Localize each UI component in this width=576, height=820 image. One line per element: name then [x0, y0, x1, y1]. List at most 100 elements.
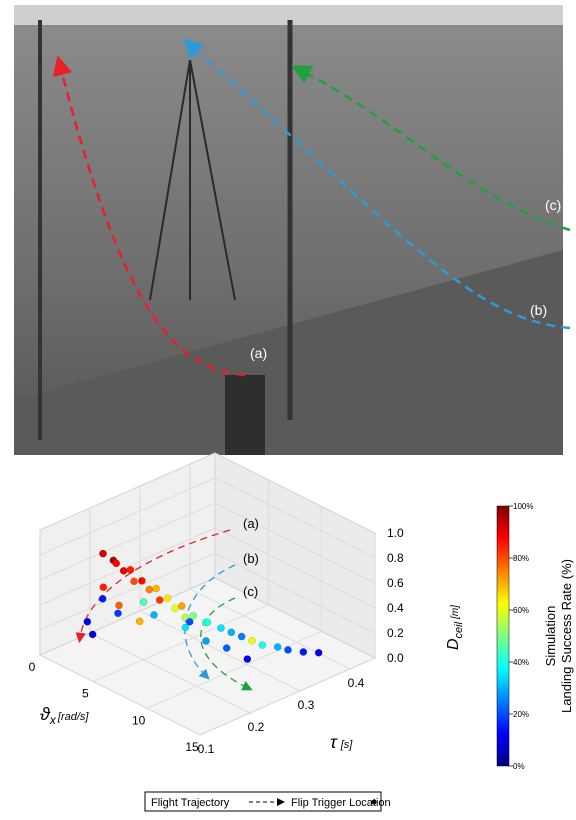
colorbar-tick-label: 100% — [513, 502, 533, 511]
point — [114, 609, 122, 618]
point — [115, 601, 123, 610]
point — [177, 602, 186, 610]
point — [181, 623, 190, 632]
grid-line — [146, 630, 322, 709]
point — [152, 584, 160, 593]
point — [155, 596, 164, 604]
x-label-sub: x — [49, 713, 57, 727]
grid-line — [39, 577, 216, 656]
x-tick-label: 0 — [29, 660, 36, 674]
y-tick-label: 0.4 — [348, 676, 365, 690]
y-label-symbol: τ — [330, 732, 338, 752]
x-tick-label: 5 — [82, 687, 89, 701]
point — [237, 632, 246, 641]
point — [299, 648, 308, 656]
point — [171, 604, 179, 613]
z-tick-label: 0.8 — [387, 551, 404, 565]
grid-line — [89, 632, 251, 714]
point — [139, 598, 148, 606]
grid-line — [39, 452, 216, 531]
z-label-symbol: D — [445, 638, 462, 650]
point — [88, 630, 97, 639]
colorbar — [496, 505, 510, 767]
point — [185, 617, 194, 626]
photo-label: (b) — [530, 302, 547, 318]
z-tick-label: 0.4 — [387, 601, 404, 615]
y-tick-label: 0.1 — [198, 742, 215, 756]
z-label-unit: [m] — [450, 605, 461, 620]
point — [203, 618, 212, 627]
point — [119, 566, 128, 575]
grid-line — [214, 477, 376, 559]
x-label-symbol: ϑ — [40, 704, 51, 724]
annotation: (b) — [243, 551, 259, 566]
grid-line — [199, 657, 376, 736]
z-axis-label: Dceil[m] — [445, 605, 465, 650]
colorbar-tick-label: 0% — [513, 762, 525, 771]
z-tick-label: 1.0 — [387, 526, 404, 540]
grid-line — [214, 552, 376, 634]
photo-label: (c) — [545, 197, 561, 213]
point — [202, 637, 210, 645]
point — [163, 594, 172, 603]
stand — [225, 375, 265, 455]
grid-line — [39, 477, 216, 556]
point — [227, 628, 236, 637]
annotation: (a) — [243, 516, 259, 531]
trajectory-curve — [200, 597, 253, 691]
colorbar-tick-label: 60% — [513, 606, 529, 615]
grid-line — [39, 552, 216, 631]
grid-line — [214, 577, 376, 659]
x-tick-label: 10 — [132, 713, 146, 727]
z-tick-label: 0.2 — [387, 626, 404, 640]
z-label-sub: ceil — [453, 621, 465, 638]
x-axis-label: ϑx [rad/s] — [40, 704, 89, 727]
legend: Flight Trajectory Flip Trigger Location — [144, 791, 391, 812]
point — [99, 549, 107, 558]
colorbar-title: Landing Success Rate (%) — [559, 559, 574, 713]
point — [314, 648, 323, 657]
point — [258, 641, 267, 649]
point — [112, 559, 121, 568]
trajectory-curve — [75, 529, 231, 644]
y-tick-label: 0.2 — [248, 720, 265, 734]
grid-line — [189, 588, 351, 670]
y-label-unit: [s] — [340, 739, 354, 751]
z-tick-label: 0.6 — [387, 576, 404, 590]
point — [284, 646, 292, 654]
point — [189, 611, 198, 620]
ceiling — [14, 5, 563, 25]
point — [126, 565, 135, 574]
grid-line — [214, 502, 376, 584]
colorbar-tick-label: 80% — [513, 554, 529, 563]
point — [248, 636, 256, 645]
grid-line — [39, 527, 216, 606]
point — [98, 594, 107, 603]
point — [243, 655, 252, 663]
legend-label: Flip Trigger Location — [291, 797, 391, 809]
grid-line — [214, 452, 376, 534]
trajectory-c — [291, 65, 571, 232]
point — [130, 577, 138, 586]
annotation: (c) — [243, 584, 258, 599]
legend-dot — [371, 799, 377, 805]
point — [83, 617, 92, 626]
photo-label: (a) — [250, 345, 267, 361]
grid-line — [39, 502, 216, 581]
point — [138, 576, 146, 585]
point — [150, 611, 158, 619]
y-axis-label: τ [s] — [330, 732, 353, 752]
colorbar-tick-label: 40% — [513, 658, 529, 667]
legend-label: Flight Trajectory — [151, 797, 230, 809]
z-tick-label: 0.0 — [387, 651, 404, 665]
chart: 0 5 10 150.1 0.2 0.3 0.4 0.0 0.2 0.4 0.6 0.8 1.0 (a) (… — [29, 452, 574, 771]
x-tick-label: 15 — [185, 740, 199, 754]
trajectory-b — [182, 38, 571, 330]
point — [222, 644, 231, 652]
colorbar-tick-label: 20% — [513, 710, 529, 719]
grid-line — [39, 654, 201, 736]
point — [273, 643, 282, 651]
point — [135, 617, 144, 626]
point — [145, 585, 154, 594]
x-label-unit: [rad/s] — [57, 711, 90, 723]
